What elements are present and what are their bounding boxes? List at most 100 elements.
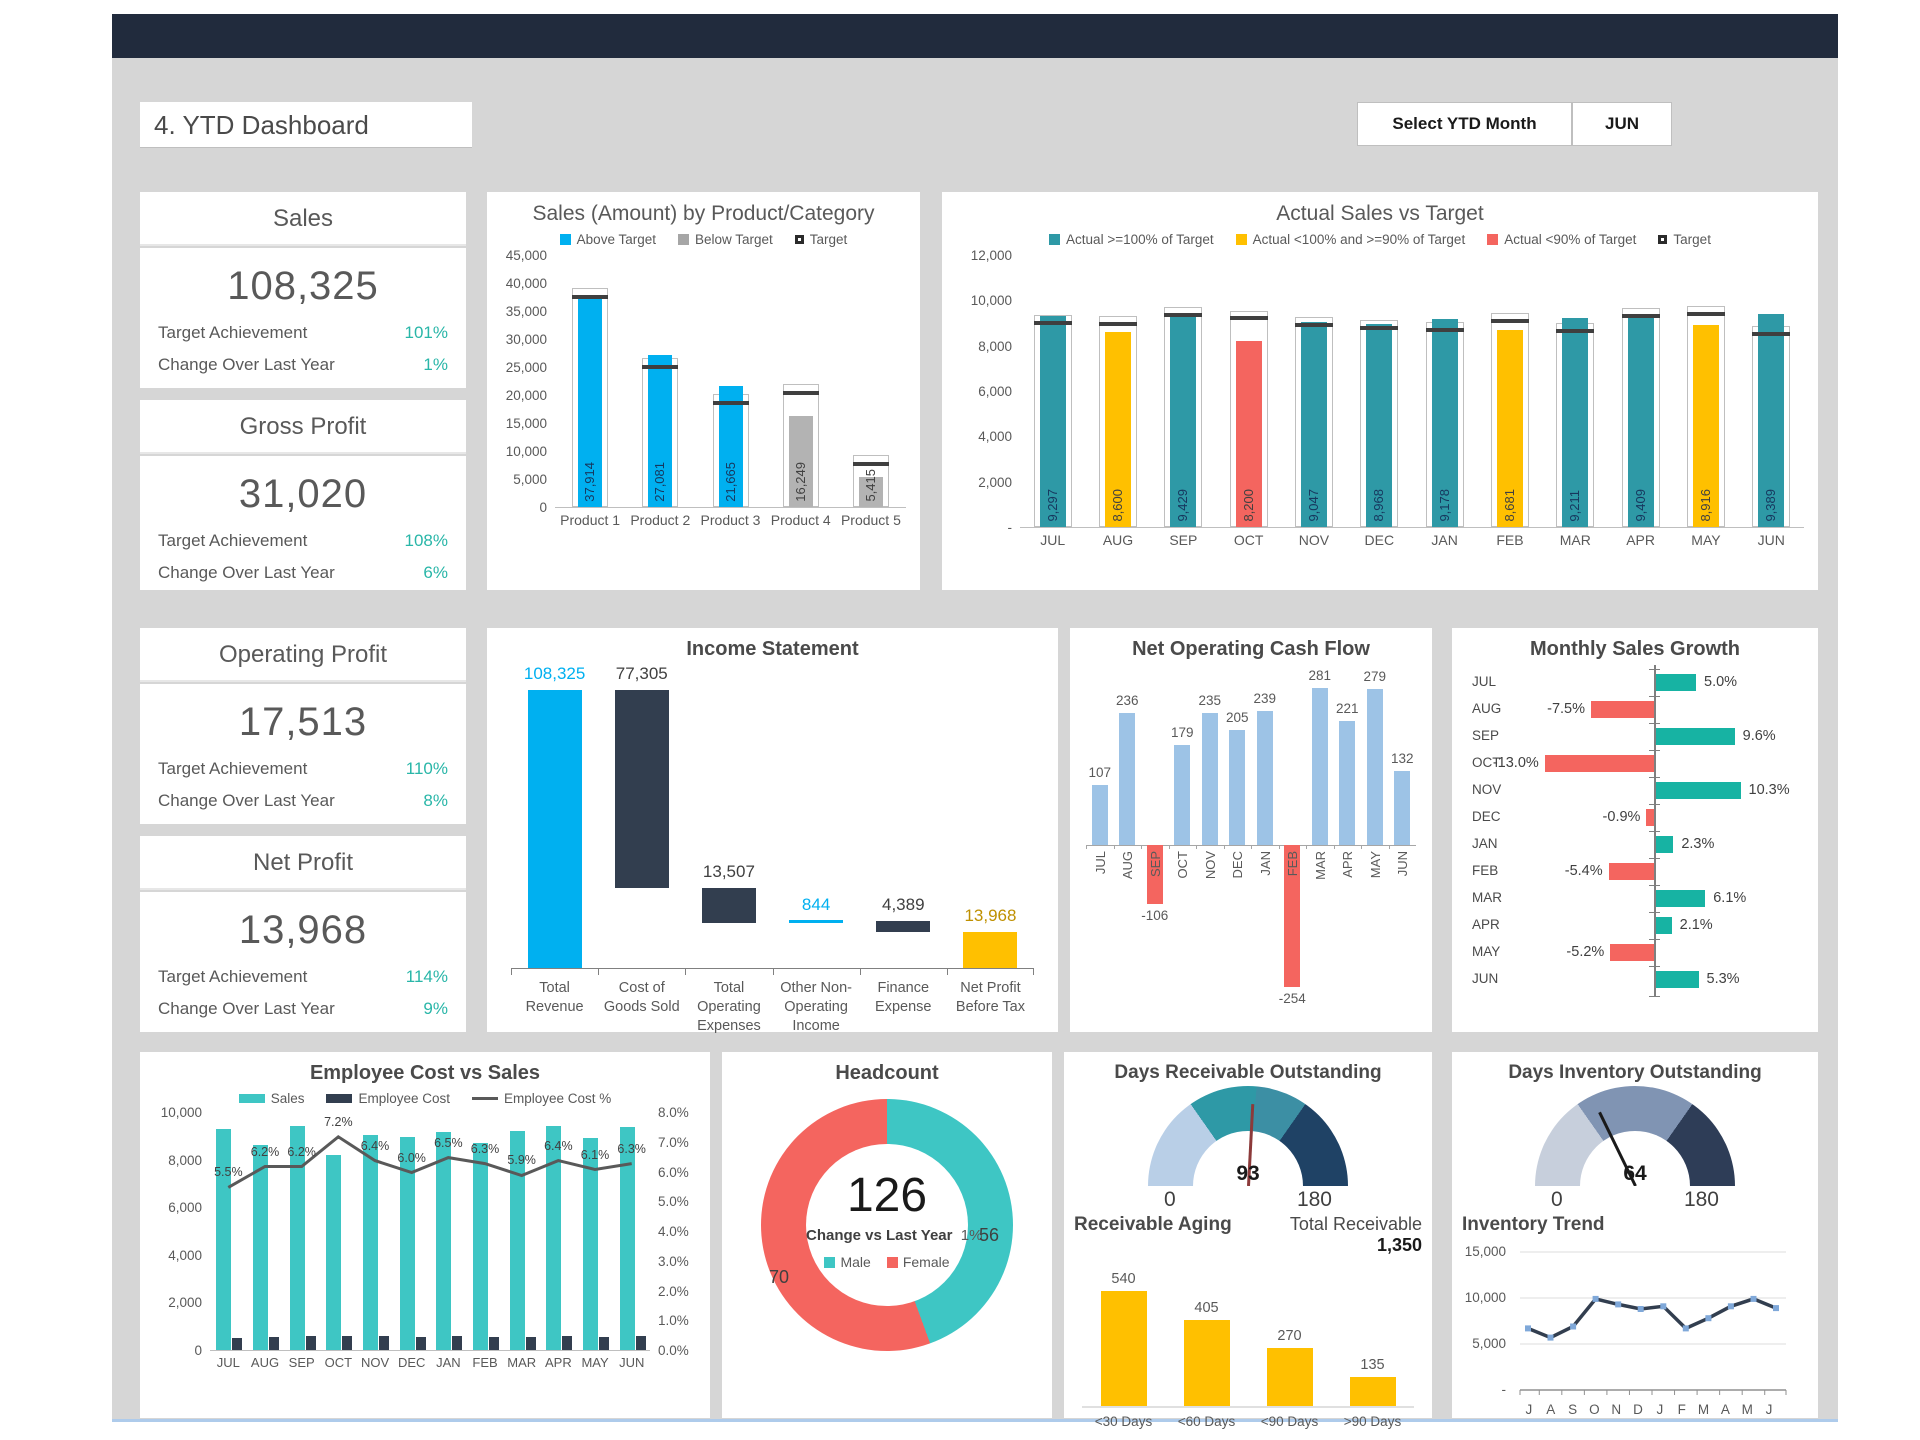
x-tick-label: JAN [1257,851,1273,876]
kpi-net-body: 13,968 Target Achievement 114% Change Ove… [140,892,466,1032]
waterfall-bar [963,932,1018,968]
gauge-min: 0 [1551,1188,1563,1211]
chart-title: Headcount [835,1062,939,1084]
legend-swatch [238,1093,265,1103]
x-tick-label: Finance Expense [875,980,932,1015]
chart-legend: Actual >=100% of Target Actual <100% and … [942,226,1818,252]
bar-value-label: 179 [1170,724,1194,740]
kpi-gross-body: 31,020 Target Achievement 108% Change Ove… [140,456,466,590]
chart-plot: 12,000 10,000 8,000 6,000 4,000 2,000 - 9,297 8,… [942,248,1818,548]
bar-value-label: 235 [1198,693,1222,709]
chart-plot: 45,000 40,000 35,000 30,000 25,000 20,000 15,0… [487,248,920,528]
x-tick-label: OCT [1233,532,1264,548]
legend-item: Sales [238,1091,304,1106]
bar-value-label: 37,914 [582,462,598,502]
month-label: AUG [1472,701,1502,716]
bar-value-label: 405 [1194,1299,1219,1316]
legend-item: Employee Cost % [472,1091,611,1106]
y-tick-label: 10,000 [970,293,1012,309]
sales-bar [363,1134,378,1350]
legend-label: Employee Cost % [504,1090,612,1106]
growth-row: JUN 5.3% [1464,966,1810,993]
y-axis: 12,000 10,000 8,000 6,000 4,000 2,000 - [950,248,1020,535]
bar-slot: 270 [1248,1280,1331,1406]
sales-bar [583,1137,598,1350]
bar-value-label: 27,081 [652,462,668,502]
ytd-month-dropdown[interactable]: JUN [1572,102,1672,146]
legend-swatch [886,1256,898,1268]
growth-bar [1654,890,1706,907]
value-bar [1366,323,1393,527]
pct-label: 6.2% [287,1144,316,1159]
x-tick-label: Product 1 [560,512,621,528]
cashflow-bar [1366,688,1383,845]
legend-item: Actual >=100% of Target [1049,232,1214,247]
bar-value-label: 77,305 [615,664,668,683]
kpi-pct: 114% [405,967,448,986]
sales-bar [326,1154,342,1350]
growth-row: FEB -5.4% [1464,858,1810,885]
kpi-net-title: Net Profit [140,836,466,890]
inventory-trend-title: Inventory Trend [1462,1214,1605,1235]
cashflow-bar [1119,712,1136,845]
x-tick-label: JAN [436,1355,461,1370]
aging-bar [1100,1290,1147,1406]
aging-bar [1266,1348,1313,1406]
bar-slot: 540 [1082,1271,1165,1406]
kpi-label: Target Achievement [158,531,308,550]
bars-area: 540 405 270 135 [1082,1271,1414,1408]
x-tick-label: MAR [1559,532,1591,548]
x-tick-label: SEP [1169,532,1198,548]
x-tick-label: J [1525,1402,1533,1417]
chart-panel-income-statement: Income Statement 108,325 77,305 13,507 844 4… [487,628,1058,1034]
legend-item: Above Target [559,232,656,247]
chart-panel-monthly-growth: Monthly Sales Growth JUL 5.0% AUG -7.5% SEP 9… [1452,628,1818,1032]
sales-bar [436,1131,452,1350]
bar-value-label: 279 [1363,668,1387,684]
value-bar [788,416,813,507]
select-ytd-month-label[interactable]: Select YTD Month [1357,102,1572,146]
legend-item: Below Target [677,232,773,247]
x-tick-label: JUL [1040,532,1066,548]
value-bar [1758,314,1785,527]
chart-title: Days Inventory Outstanding [1508,1062,1762,1083]
x-tick-label: DEC [1230,851,1246,879]
x-tick-label: AUG [1120,851,1136,880]
x-tick-label: Total Revenue [525,980,584,1015]
y-tick-label: 0 [539,500,547,515]
legend-item: Actual <90% of Target [1487,232,1636,247]
axis-tick [1141,845,1142,849]
kpi-label: Change Over Last Year [158,999,335,1018]
chart-panel-days-receivable: Days Receivable Outstanding 93 0 180 Recei… [1064,1052,1432,1429]
waterfall-bar [701,888,756,924]
bar-value-label: 6.1% [1713,890,1747,906]
bar-value-label: 844 [801,894,831,914]
bar-value-label: 9.6% [1742,728,1776,744]
kpi-operating-body: 17,513 Target Achievement 110% Change Ove… [140,684,466,824]
donut-legend: Male Female [806,1254,968,1270]
x-axis-labels: <30 Days <60 Days <90 Days >90 Days [1082,1414,1414,1429]
plot-row: 15,000 10,000 5,000 - [1462,1240,1808,1400]
growth-bar [1544,755,1654,772]
y-tick-label: 15,000 [505,416,547,431]
x-tick-label: JUN [1757,532,1785,548]
chart-legend: Sales Employee Cost Employee Cost % [140,1085,710,1111]
target-tick [572,295,609,299]
gauge-max: 180 [1683,1188,1719,1211]
x-tick-label: >90 Days [1343,1414,1402,1429]
y-tick-label: 4.0% [658,1224,689,1239]
month-label: MAY [1472,944,1501,959]
change-value: 1% [952,1227,983,1244]
bar-value-label: -5.2% [1566,944,1605,960]
waterfall-bar [876,920,931,933]
bar-value-label: 5,415 [862,469,878,502]
month-label: SEP [1472,728,1500,743]
chart-legend: Above Target Below Target Target [487,226,920,252]
axis-tick [598,968,600,975]
x-tick-label: A [1546,1402,1556,1417]
bar-value-label: 9,429 [1175,489,1191,522]
kpi-operating-title: Operating Profit [140,628,466,682]
gauge-value: 93 [1236,1162,1260,1185]
bar-value-label: 9,409 [1632,489,1648,522]
value-bar [1104,332,1131,527]
